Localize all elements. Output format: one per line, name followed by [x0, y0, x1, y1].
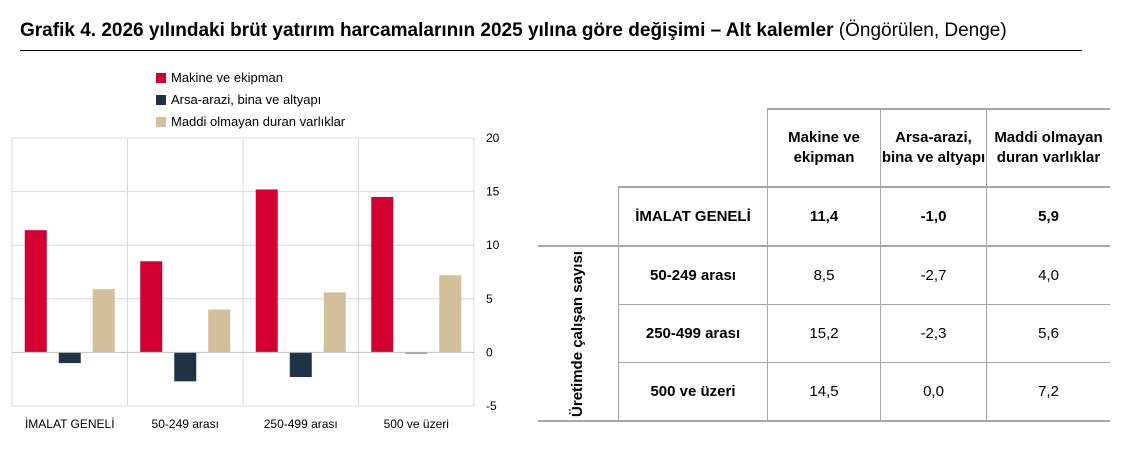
title-subtitle: (Öngörülen, Denge): [838, 20, 1007, 41]
table-row: 250-499 arası 15,2 -2,3 5,6: [538, 304, 1110, 363]
chart-title: Grafik 4. 2026 yılındaki brüt yatırım ha…: [20, 20, 1130, 42]
y-tick-label: -5: [486, 399, 497, 413]
y-tick-label: 0: [486, 345, 493, 359]
table-header-intangible: Maddi olmayan duran varlıklar: [986, 108, 1110, 187]
bar: [24, 230, 47, 353]
table-row: 500 ve üzeri 14,5 0,0 7,2: [538, 362, 1110, 422]
bar: [140, 261, 163, 353]
table-cell: 8,5: [767, 245, 881, 305]
table-header-land: Arsa-arazi, bina ve altyapı: [880, 108, 987, 187]
table-cell: 11,4: [767, 186, 881, 246]
legend-label: Makine ve ekipman: [171, 70, 283, 85]
bar: [323, 292, 346, 353]
table-cell: 15,2: [767, 304, 881, 363]
y-tick-label: 15: [486, 185, 500, 199]
table-row-label: 250-499 arası: [618, 304, 768, 363]
table-cell: 5,6: [986, 304, 1110, 363]
title-main: Grafik 4. 2026 yılındaki brüt yatırım ha…: [20, 20, 834, 41]
table-corner-cell: [538, 109, 619, 187]
table-cell: 4,0: [986, 245, 1110, 305]
table-row: Üretimde çalışan sayısı 50-249 arası 8,5…: [538, 245, 1110, 422]
table-row-label: 500 ve üzeri: [618, 362, 768, 422]
y-tick-label: 10: [486, 238, 500, 252]
bar: [208, 309, 231, 353]
table-empty-cell: [538, 187, 619, 246]
table-side-label: Üretimde çalışan sayısı: [569, 250, 586, 417]
legend-swatch: [156, 73, 166, 83]
bar: [289, 352, 312, 378]
x-tick-label: 250-499 arası: [264, 417, 338, 431]
x-tick-label: 50-249 arası: [152, 417, 219, 431]
legend-swatch: [156, 95, 166, 105]
table-cell: -1,0: [880, 186, 987, 246]
bar: [174, 352, 197, 382]
table-cell: 0,0: [880, 362, 987, 422]
table-side-cell: Üretimde çalışan sayısı: [538, 245, 619, 422]
bar: [439, 275, 462, 353]
table-header-row: Makine ve ekipman Arsa-arazi, bina ve al…: [538, 108, 1110, 187]
table-cell: -2,7: [880, 245, 987, 305]
bar-chart: 20 15 10 5 0 -5 İMALAT GENELİ 50-249 arası 250-4…: [11, 70, 500, 431]
table-cell: -2,3: [880, 304, 987, 363]
x-tick-label: İMALAT GENELİ: [25, 417, 115, 431]
title-divider: [20, 50, 1082, 51]
y-tick-label: 5: [486, 292, 493, 306]
table-cell: 7,2: [986, 362, 1110, 422]
legend-label: Maddi olmayan duran varlıklar: [171, 114, 346, 129]
table-row-label: 50-249 arası: [618, 245, 768, 305]
legend-swatch: [156, 117, 166, 127]
y-tick-label: 20: [486, 131, 500, 145]
bar: [58, 352, 81, 364]
table-corner-cell: [619, 109, 768, 187]
bar: [255, 189, 278, 353]
table-row-label: İMALAT GENELİ: [618, 186, 768, 246]
legend-label: Arsa-arazi, bina ve altyapı: [171, 92, 321, 107]
table-header-machinery: Makine ve ekipman: [767, 108, 881, 187]
bar: [371, 196, 394, 353]
data-table: Makine ve ekipman Arsa-arazi, bina ve al…: [538, 108, 1110, 422]
table-cell: 5,9: [986, 186, 1110, 246]
x-tick-label: 500 ve üzeri: [384, 417, 449, 431]
table-row-total: İMALAT GENELİ 11,4 -1,0 5,9: [538, 186, 1110, 246]
table-cell: 14,5: [767, 362, 881, 422]
bar: [92, 289, 115, 353]
